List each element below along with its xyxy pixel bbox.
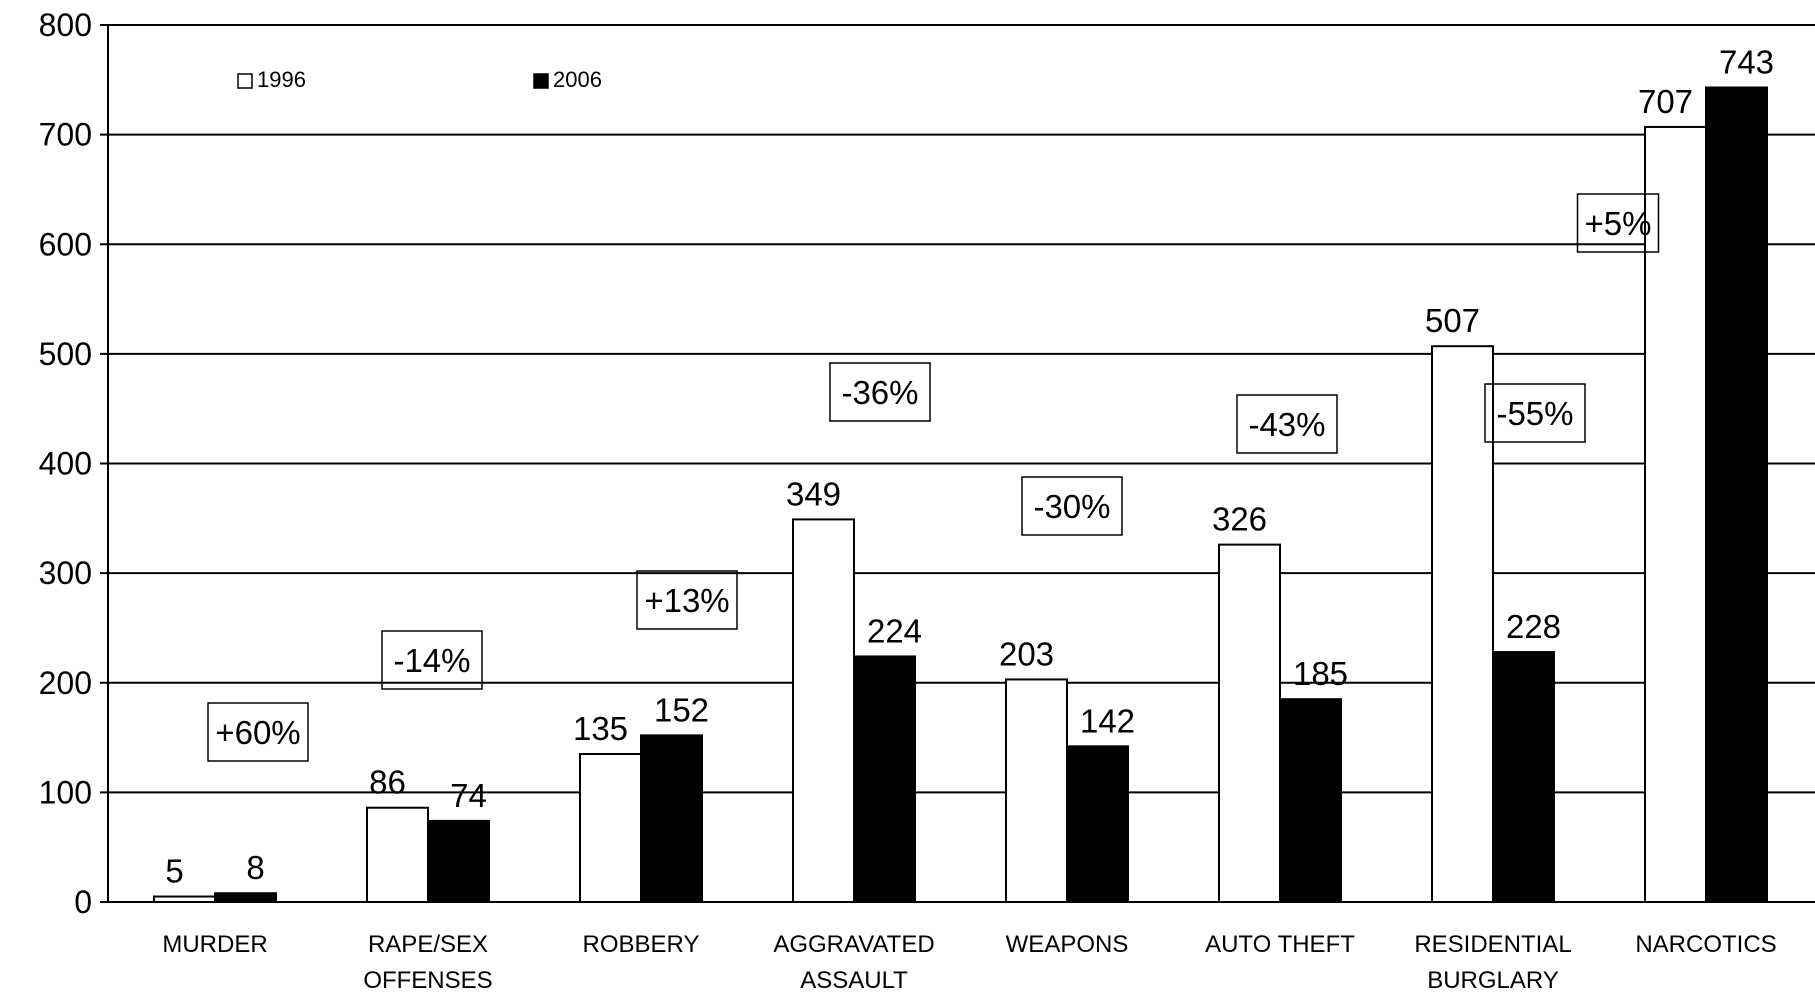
bar-1996 <box>1644 125 1707 904</box>
percent-change-box <box>1576 193 1660 253</box>
percent-change-box <box>207 702 309 762</box>
percent-change-label: -43% <box>1248 406 1325 443</box>
data-label: 224 <box>867 612 922 649</box>
percent-change-label: +5% <box>1585 205 1652 242</box>
bar-2006 <box>1492 651 1555 903</box>
x-tick-label: RAPE/SEX <box>368 931 488 958</box>
percent-change-label: -30% <box>1033 488 1110 525</box>
percent-change-label: -14% <box>393 642 470 679</box>
y-tick-label: 200 <box>39 665 92 701</box>
bar-2006 <box>1279 698 1342 903</box>
data-label: 707 <box>1638 83 1693 120</box>
bar-2006 <box>1705 86 1768 903</box>
data-label: 228 <box>1506 608 1561 645</box>
x-tick-label: OFFENSES <box>363 967 492 990</box>
y-tick-label: 400 <box>39 446 92 482</box>
percent-change-label: -55% <box>1496 395 1573 432</box>
data-label: 74 <box>450 777 487 814</box>
data-label: 185 <box>1293 655 1348 692</box>
data-label: 8 <box>246 849 264 886</box>
x-tick-label: ROBBERY <box>583 931 700 958</box>
legend-label: 2006 <box>553 67 602 92</box>
x-tick-label: AUTO THEFT <box>1205 931 1355 958</box>
data-label: 326 <box>1212 501 1267 538</box>
y-tick-label: 800 <box>39 7 92 43</box>
legend-swatch <box>237 73 253 89</box>
data-label: 86 <box>369 764 406 801</box>
x-tick-label: ASSAULT <box>800 967 908 990</box>
bar-1996 <box>1431 345 1494 904</box>
y-tick-label: 300 <box>39 555 92 591</box>
data-label: 349 <box>786 475 841 512</box>
y-tick-label: 100 <box>39 774 92 810</box>
data-label: 5 <box>165 853 183 890</box>
x-tick-label: RESIDENTIAL <box>1414 931 1571 958</box>
percent-change-box <box>381 630 483 690</box>
bar-1996 <box>153 895 216 903</box>
percent-change-box <box>636 570 738 630</box>
x-tick-label: NARCOTICS <box>1635 931 1776 958</box>
bar-2006 <box>427 819 490 903</box>
bar-2006 <box>214 892 277 903</box>
bar-2006 <box>640 734 703 903</box>
x-tick-label: MURDER <box>162 931 267 958</box>
y-tick-label: 500 <box>39 336 92 372</box>
data-label: 743 <box>1719 43 1774 80</box>
data-label: 203 <box>999 635 1054 672</box>
y-tick-label: 700 <box>39 117 92 153</box>
bar-1996 <box>366 806 429 903</box>
bar-1996 <box>1005 678 1068 903</box>
bar-1996 <box>579 753 642 903</box>
x-tick-label: AGGRAVATED <box>773 931 934 958</box>
percent-change-box <box>1484 383 1586 443</box>
x-tick-label: BURGLARY <box>1427 967 1559 990</box>
legend-label: 1996 <box>257 67 306 92</box>
bar-2006 <box>853 655 916 903</box>
x-tick-label: WEAPONS <box>1006 931 1129 958</box>
data-label: 507 <box>1425 302 1480 339</box>
percent-change-label: +60% <box>215 714 300 751</box>
bar-2006 <box>1066 745 1129 904</box>
legend-swatch <box>533 73 549 89</box>
y-tick-label: 0 <box>74 884 92 920</box>
percent-change-label: -36% <box>841 374 918 411</box>
percent-change-box <box>829 362 931 422</box>
bar-1996 <box>1218 543 1281 903</box>
bar-1996 <box>792 518 855 903</box>
percent-change-box <box>1236 394 1338 454</box>
data-label: 135 <box>573 710 628 747</box>
percent-change-label: +13% <box>644 582 729 619</box>
data-label: 142 <box>1080 702 1135 739</box>
y-tick-label: 600 <box>39 226 92 262</box>
percent-change-box <box>1021 476 1123 536</box>
data-label: 152 <box>654 691 709 728</box>
